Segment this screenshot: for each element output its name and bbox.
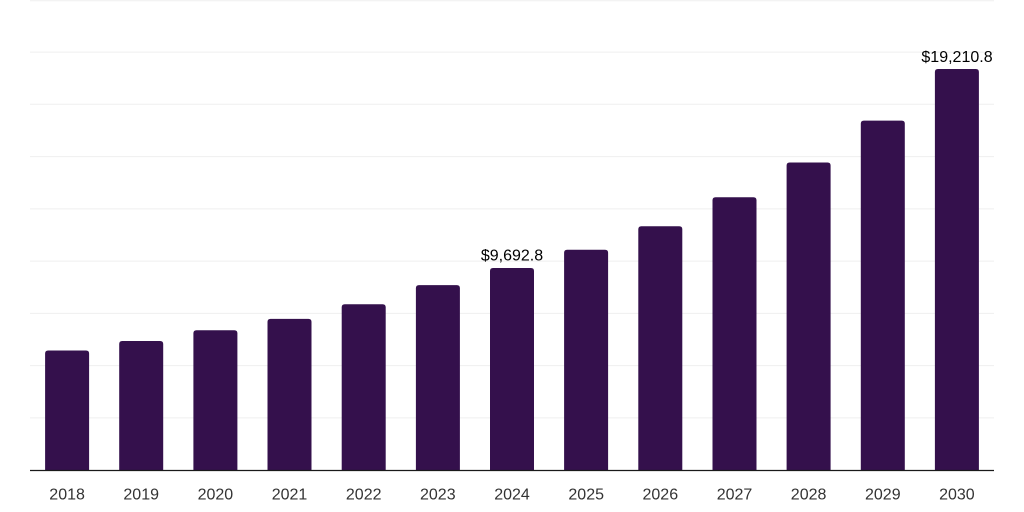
svg-text:2021: 2021 (272, 487, 308, 504)
svg-text:2023: 2023 (420, 487, 456, 504)
svg-text:$19,210.8: $19,210.8 (921, 49, 992, 66)
svg-text:2027: 2027 (717, 487, 753, 504)
svg-text:2020: 2020 (198, 487, 234, 504)
svg-text:2025: 2025 (568, 487, 604, 504)
svg-text:2024: 2024 (494, 487, 530, 504)
svg-text:2028: 2028 (791, 487, 827, 504)
svg-text:2018: 2018 (49, 487, 85, 504)
svg-text:2026: 2026 (643, 487, 679, 504)
svg-text:$9,692.8: $9,692.8 (481, 247, 543, 264)
svg-text:2030: 2030 (939, 487, 975, 504)
svg-text:2019: 2019 (123, 487, 159, 504)
svg-text:2022: 2022 (346, 487, 382, 504)
svg-text:2029: 2029 (865, 487, 901, 504)
